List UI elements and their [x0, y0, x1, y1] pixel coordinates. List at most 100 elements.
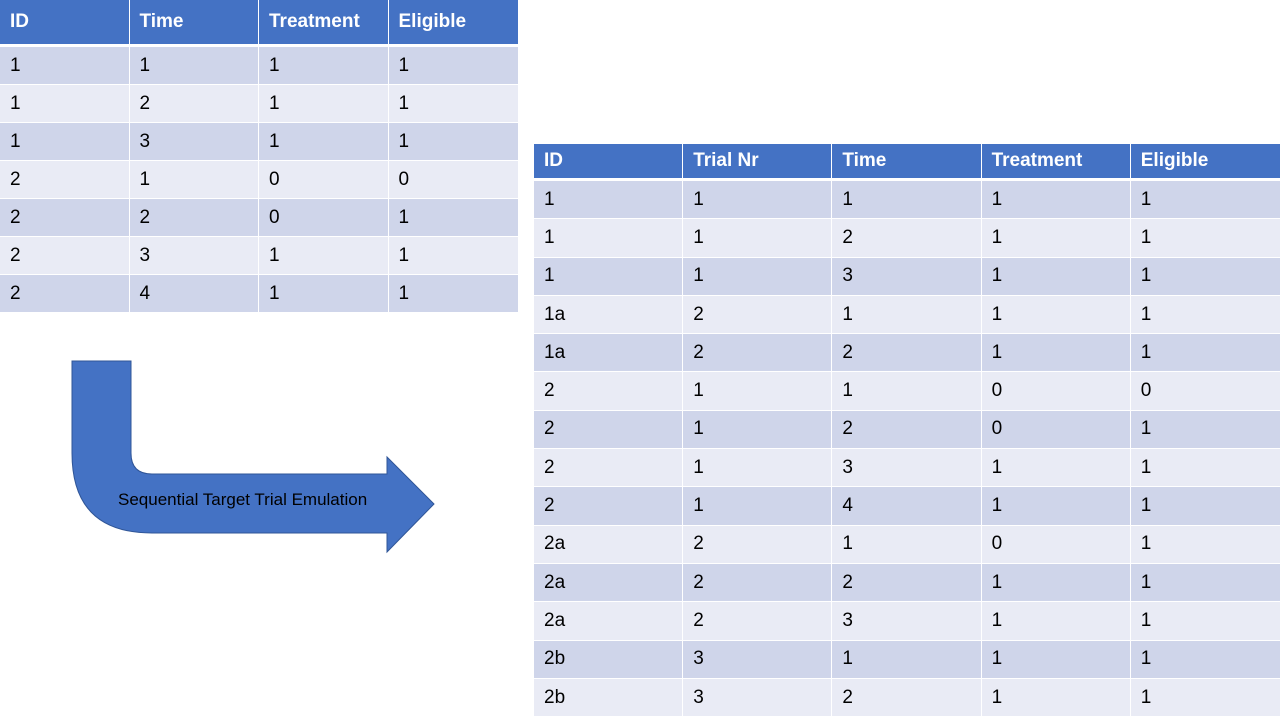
table-cell: 1	[388, 275, 518, 313]
table-cell: 1	[388, 85, 518, 123]
table-cell: 2	[832, 410, 982, 450]
table-cell: 3	[832, 602, 982, 641]
table-cell: 1	[981, 295, 1131, 335]
table-cell: 0	[259, 161, 389, 199]
table-cell: 3	[683, 678, 833, 718]
table-cell: 3	[129, 123, 259, 161]
table-cell: 1	[981, 219, 1131, 258]
result-header-cell: Eligible	[1130, 144, 1280, 181]
table-cell: 1	[0, 47, 130, 85]
table-cell: 1	[1130, 525, 1280, 564]
result-table-row: 2b 3 2 1 1	[534, 678, 1280, 718]
table-cell: 1	[388, 237, 518, 275]
table-cell: 1	[1130, 678, 1280, 718]
table-cell: 2	[129, 199, 259, 237]
table-cell: 1	[0, 123, 130, 161]
table-cell: 3	[832, 449, 982, 488]
table-cell: 1	[1130, 640, 1280, 679]
table-cell: 1	[1130, 487, 1280, 526]
result-table-row: 2a 2 1 0 1	[534, 525, 1280, 564]
table-cell: 1	[832, 525, 982, 564]
table-cell: 1	[534, 257, 684, 296]
table-cell: 0	[981, 410, 1131, 450]
table-cell: 1	[981, 640, 1131, 679]
table-cell: 2	[832, 219, 982, 258]
result-table-body: 1 1 1 1 1 1 1 2 1 1 1 1 3 1 1 1a 2 1 1 1 1a 2 2 1 1 2 1 1 0 0 2 1 2 0 1 2 1 3…	[534, 181, 1280, 718]
table-cell: 2	[683, 295, 833, 335]
source-header-cell: Eligible	[388, 0, 518, 47]
table-cell: 2	[534, 410, 684, 450]
table-cell: 1	[683, 181, 833, 220]
table-cell: 1	[388, 123, 518, 161]
table-cell: 2	[0, 237, 130, 275]
table-cell: 1	[832, 295, 982, 335]
table-cell: 1	[683, 372, 833, 411]
result-table-row: 2a 2 2 1 1	[534, 563, 1280, 603]
result-header-cell: Treatment	[981, 144, 1131, 181]
table-cell: 2	[129, 85, 259, 123]
result-table-row: 1a 2 2 1 1	[534, 334, 1280, 373]
table-cell: 2	[683, 602, 833, 641]
table-cell: 1	[259, 237, 389, 275]
table-cell: 1	[388, 47, 518, 85]
result-header-cell: Trial Nr	[683, 144, 833, 181]
table-cell: 1	[1130, 181, 1280, 220]
table-cell: 1	[0, 85, 130, 123]
source-header-cell: Treatment	[259, 0, 389, 47]
table-cell: 4	[832, 487, 982, 526]
table-cell: 1	[832, 372, 982, 411]
table-cell: 1	[683, 219, 833, 258]
table-cell: 2	[0, 199, 130, 237]
table-cell: 1a	[534, 334, 684, 373]
table-cell: 1	[832, 181, 982, 220]
table-cell: 1	[129, 47, 259, 85]
table-cell: 1	[388, 199, 518, 237]
table-cell: 2a	[534, 563, 684, 603]
source-table-header-row: ID Time Treatment Eligible	[0, 0, 518, 47]
table-cell: 2	[832, 563, 982, 603]
table-cell: 1	[259, 275, 389, 313]
table-cell: 2	[534, 487, 684, 526]
table-cell: 1	[259, 47, 389, 85]
table-cell: 1	[1130, 219, 1280, 258]
table-cell: 2	[0, 161, 130, 199]
table-cell: 2	[534, 372, 684, 411]
result-table-row: 1a 2 1 1 1	[534, 295, 1280, 335]
result-table-header-row: ID Trial Nr Time Treatment Eligible	[534, 144, 1280, 181]
table-cell: 1	[981, 257, 1131, 296]
table-cell: 2	[534, 449, 684, 488]
table-cell: 1	[981, 181, 1131, 220]
table-cell: 1	[534, 181, 684, 220]
table-cell: 2	[683, 563, 833, 603]
table-cell: 1	[534, 219, 684, 258]
result-header-cell: ID	[534, 144, 684, 181]
source-header-cell: ID	[0, 0, 130, 47]
table-cell: 1	[981, 449, 1131, 488]
bent-arrow	[60, 350, 450, 565]
result-table-row: 2a 2 3 1 1	[534, 602, 1280, 641]
table-cell: 1	[683, 449, 833, 488]
table-cell: 1a	[534, 295, 684, 335]
result-header-cell: Time	[832, 144, 982, 181]
arrow-label: Sequential Target Trial Emulation	[118, 490, 368, 509]
table-cell: 2	[0, 275, 130, 313]
table-cell: 1	[981, 487, 1131, 526]
table-cell: 1	[259, 123, 389, 161]
table-cell: 0	[981, 372, 1131, 411]
table-cell: 1	[129, 161, 259, 199]
table-cell: 1	[1130, 563, 1280, 603]
table-cell: 1	[1130, 295, 1280, 335]
table-cell: 1	[683, 487, 833, 526]
